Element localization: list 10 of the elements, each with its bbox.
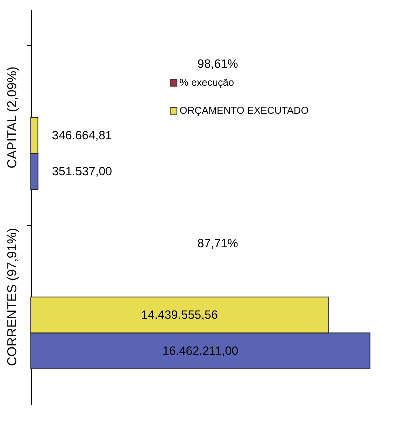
legend-label: % execução <box>180 78 235 90</box>
data-label: 351.537,00 <box>52 164 113 179</box>
data-label: 346.664,81 <box>52 128 113 143</box>
data-label: 16.462.211,00 <box>162 344 239 358</box>
text: 87,71% <box>198 236 238 250</box>
y-tick-label: CAPITAL (2,09%) <box>4 66 20 169</box>
legend-label: ORÇAMENTO EXECUTADO <box>180 106 310 118</box>
text: 98,61% <box>198 56 238 71</box>
data-label: 14.439.555,56 <box>141 308 218 322</box>
y-tick-label: CORRENTES (97,91%) <box>4 228 20 366</box>
